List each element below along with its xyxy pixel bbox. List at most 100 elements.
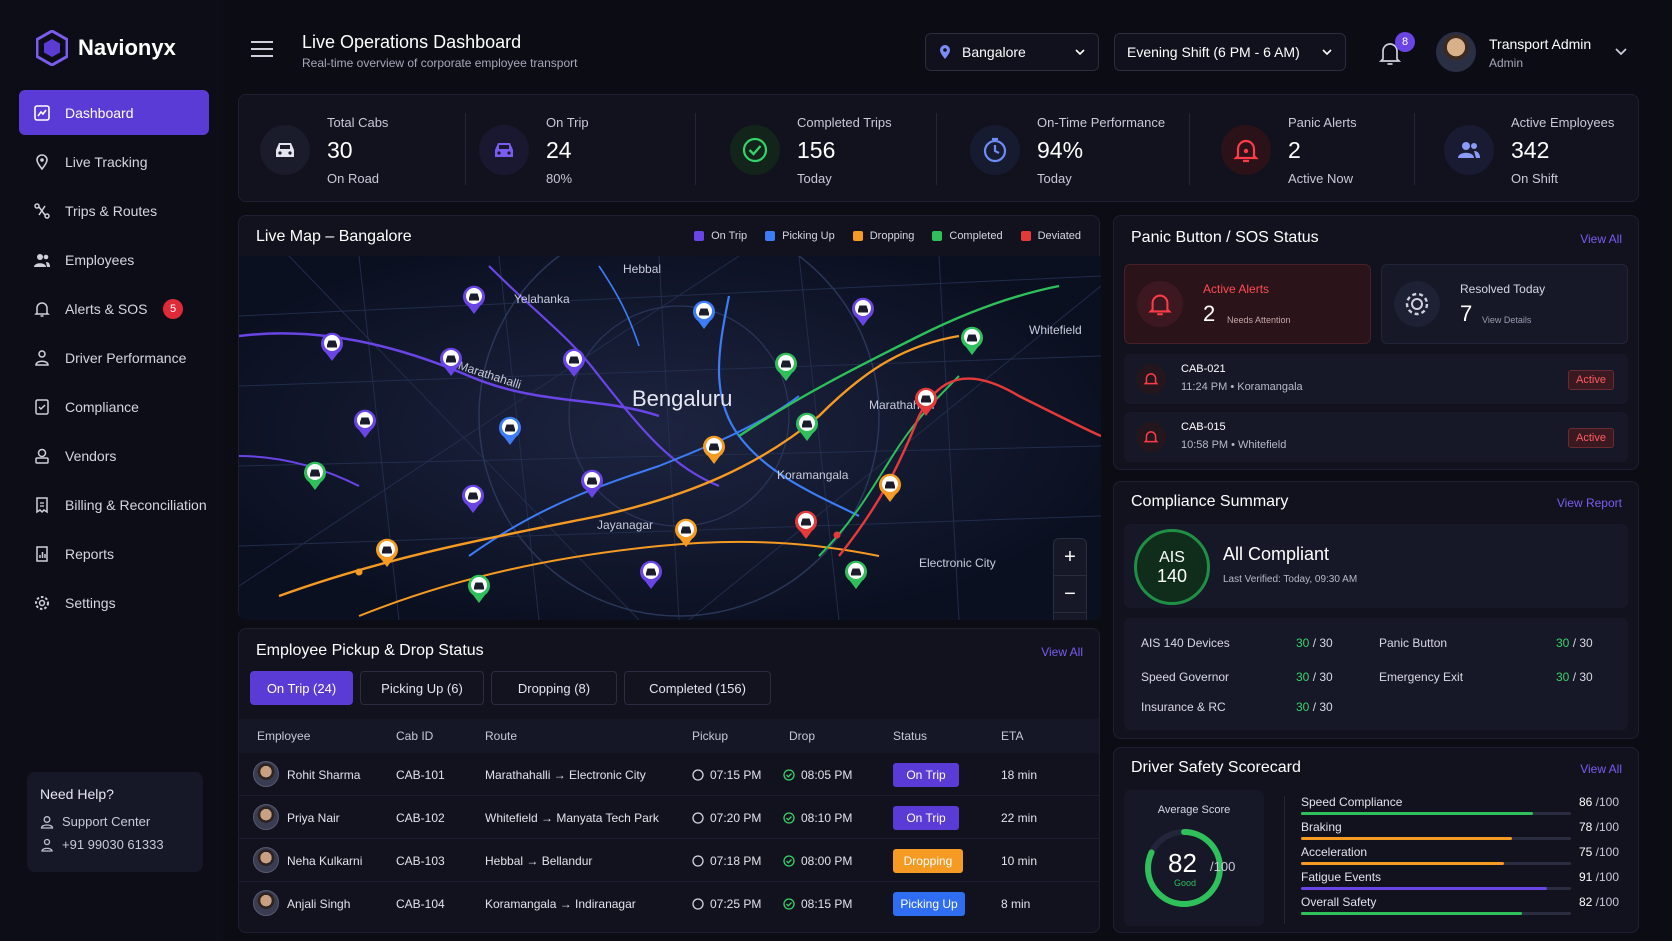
table-row[interactable]: Neha Kulkarni CAB-103 Hebbal → Bellandur… [239, 840, 1099, 882]
sidebar-item-label: Employees [65, 251, 135, 268]
divider [1284, 796, 1285, 924]
employee-avatar [253, 804, 279, 830]
tab-completed[interactable]: Completed (156) [624, 671, 771, 705]
drop-time: 08:10 PM [783, 811, 852, 825]
cab-marker[interactable] [320, 332, 344, 362]
sidebar-item-label: Dashboard [65, 104, 134, 121]
hamburger-menu-icon[interactable] [250, 40, 274, 58]
sidebar-item-vendors[interactable]: Vendors [19, 433, 209, 478]
notification-bell-icon[interactable] [1378, 40, 1402, 66]
logo[interactable]: Navionyx [36, 30, 176, 66]
cab-marker[interactable] [439, 347, 463, 377]
sos-alert-item[interactable]: CAB-021 11:24 PM • Koramangala Active [1124, 354, 1628, 404]
map-label-koramangala: Koramangala [777, 468, 849, 482]
stat-label: Completed Trips [797, 115, 892, 130]
metric-bar-fill [1301, 887, 1547, 890]
column-header[interactable]: Route [485, 729, 518, 743]
user-avatar[interactable] [1436, 32, 1476, 72]
count-done: 30 [1556, 636, 1570, 650]
cab-marker[interactable] [878, 473, 902, 503]
cab-marker[interactable] [303, 461, 327, 491]
cab-marker[interactable] [461, 484, 485, 514]
metric-bar-track [1301, 887, 1571, 890]
cab-marker[interactable] [639, 560, 663, 590]
sos-alert-item[interactable]: CAB-015 10:58 PM • Whitefield Active [1124, 412, 1628, 462]
sos-view-all-link[interactable]: View All [1580, 232, 1622, 246]
cab-marker[interactable] [851, 297, 875, 327]
cab-id: CAB-104 [396, 897, 445, 911]
checklist-icon [35, 398, 49, 415]
status-badge: Picking Up [893, 892, 965, 916]
cab-marker[interactable] [498, 416, 522, 446]
column-header[interactable]: Drop [789, 729, 816, 743]
sidebar-item-label: Billing & Reconciliation [65, 496, 207, 513]
table-row[interactable]: Anjali Singh CAB-104 Koramangala → Indir… [239, 883, 1099, 925]
cab-marker[interactable] [914, 387, 938, 417]
support-center-link[interactable]: Support Center [40, 814, 190, 829]
eta: 22 min [1001, 811, 1038, 825]
sidebar-item-billing[interactable]: Billing & Reconciliation [19, 482, 209, 527]
cab-marker[interactable] [462, 285, 486, 315]
zoom-out-button[interactable]: − [1064, 582, 1076, 605]
cab-marker[interactable] [375, 538, 399, 568]
resolved-today-card[interactable]: Resolved Today 7 View Details [1381, 264, 1628, 344]
sidebar-item-live-tracking[interactable]: Live Tracking [19, 139, 209, 184]
tab-on-trip[interactable]: On Trip (24) [250, 671, 353, 705]
sidebar-item-compliance[interactable]: Compliance [19, 384, 209, 429]
divider [1054, 575, 1086, 576]
cab-marker[interactable] [580, 469, 604, 499]
cab-marker[interactable] [795, 412, 819, 442]
route: Whitefield → Manyata Tech Park [485, 811, 659, 825]
cab-marker[interactable] [692, 300, 716, 330]
chevron-down-icon[interactable] [1614, 46, 1628, 58]
compliance-item-count: 30 / 30 [1296, 700, 1333, 714]
sidebar-item-reports[interactable]: Reports [19, 531, 209, 576]
cab-marker[interactable] [353, 409, 377, 439]
map-legend: On Trip Picking Up Dropping Completed De… [694, 230, 1081, 242]
locate-button[interactable] [1054, 613, 1086, 620]
help-title: Need Help? [40, 786, 114, 802]
legend-picking-up: Picking Up [765, 230, 835, 242]
count-total: / 30 [1572, 636, 1593, 650]
sidebar-item-trips-routes[interactable]: Trips & Routes [19, 188, 209, 233]
active-alerts-value: 2 [1203, 301, 1216, 326]
stat-sub: Active Now [1288, 171, 1354, 186]
shift-select[interactable]: Evening Shift (6 PM - 6 AM) [1114, 33, 1346, 71]
sidebar-item-driver-performance[interactable]: Driver Performance [19, 335, 209, 380]
cab-marker[interactable] [702, 435, 726, 465]
city-select[interactable]: Bangalore [925, 33, 1099, 71]
cab-marker[interactable] [467, 574, 491, 604]
cab-marker[interactable] [674, 518, 698, 548]
trips-view-all-link[interactable]: View All [1041, 645, 1083, 659]
cab-marker[interactable] [844, 560, 868, 590]
column-header[interactable]: ETA [1001, 729, 1024, 743]
tab-picking-up[interactable]: Picking Up (6) [360, 671, 484, 705]
metric-bar-track [1301, 837, 1571, 840]
safety-view-all-link[interactable]: View All [1580, 762, 1622, 776]
sidebar-item-employees[interactable]: Employees [19, 237, 209, 282]
sidebar-item-settings[interactable]: Settings [19, 580, 209, 625]
table-row[interactable]: Rohit Sharma CAB-101 Marathahalli → Elec… [239, 754, 1099, 796]
column-header[interactable]: Employee [257, 729, 311, 743]
column-header[interactable]: Pickup [692, 729, 729, 743]
zoom-in-button[interactable]: + [1064, 545, 1076, 568]
metric-value: 82 /100 [1579, 895, 1619, 909]
cab-marker[interactable] [960, 326, 984, 356]
support-phone-link[interactable]: +91 99030 61333 [40, 837, 190, 852]
compliance-item-count: 30 / 30 [1556, 636, 1593, 650]
cab-marker[interactable] [794, 510, 818, 540]
tab-dropping[interactable]: Dropping (8) [491, 671, 617, 705]
view-report-link[interactable]: View Report [1556, 496, 1622, 510]
sidebar-item-alerts-sos[interactable]: Alerts & SOS 5 [19, 286, 209, 331]
column-header[interactable]: Cab ID [396, 729, 434, 743]
cab-marker[interactable] [562, 348, 586, 378]
resolved-sub[interactable]: View Details [1482, 315, 1532, 325]
compliance-item-count: 30 / 30 [1296, 636, 1333, 650]
stat-value: 30 [327, 137, 353, 163]
cab-marker[interactable] [774, 352, 798, 382]
active-alerts-card[interactable]: Active Alerts 2 Needs Attention [1124, 264, 1371, 344]
car-icon [479, 125, 529, 175]
table-row[interactable]: Priya Nair CAB-102 Whitefield → Manyata … [239, 797, 1099, 839]
column-header[interactable]: Status [893, 729, 928, 743]
sidebar-item-dashboard[interactable]: Dashboard [19, 90, 209, 135]
